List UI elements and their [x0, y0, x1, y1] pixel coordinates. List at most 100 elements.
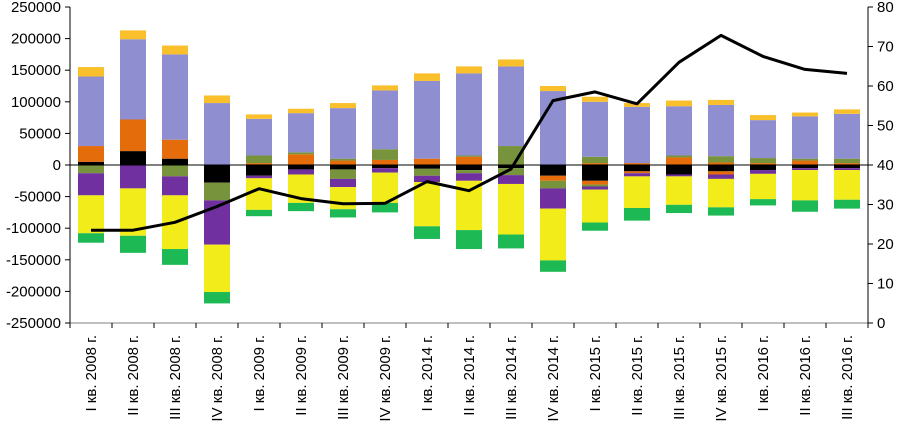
bar-segment-olive [372, 149, 398, 160]
bar-segment-olive [792, 158, 818, 161]
bar-segment-lavender [120, 39, 146, 120]
bar-segment-orange [666, 157, 692, 165]
right-tick-label: 20 [877, 236, 894, 253]
bar-segment-green [792, 200, 818, 212]
series-line [91, 33, 848, 232]
bar-segment-gold [750, 115, 776, 121]
bar-segment-orange [708, 171, 734, 175]
x-axis: I кв. 2008 г. II кв. 2008 г. III кв. 2008 … [83, 335, 856, 422]
line-layer [91, 33, 848, 232]
bar-segment-orange [456, 156, 482, 165]
bar-segment-olive [582, 156, 608, 164]
bar-segment-olive [498, 168, 524, 176]
bar-segment-black [162, 158, 188, 165]
bar-segment-lavender [750, 120, 776, 159]
bar-segment-yellow [540, 208, 566, 261]
bar-segment-lavender [246, 118, 272, 156]
bar-segment-gold [834, 109, 860, 114]
bar-segment-black [204, 165, 230, 183]
x-tick-label: III кв. 2016 г. [839, 335, 856, 420]
bar-segment-lavender [372, 90, 398, 150]
bar-segment-lavender [456, 73, 482, 156]
bar-segment-olive [708, 156, 734, 163]
bar-segment-yellow [666, 176, 692, 205]
bar-segment-lavender [792, 116, 818, 159]
right-tick-label: 40 [877, 157, 894, 174]
bar-segment-purple [708, 174, 734, 179]
bar-segment-black [246, 165, 272, 176]
bar-segment-purple [78, 173, 104, 196]
bar-segment-lavender [288, 113, 314, 153]
left-tick-label: -50000 [14, 189, 61, 206]
bar-segment-purple [372, 168, 398, 173]
right-tick-label: 70 [877, 39, 894, 56]
bar-segment-gold [456, 66, 482, 74]
bar-segment-black [834, 165, 860, 169]
left-tick-label: 50000 [19, 125, 61, 142]
left-tick-label: 100000 [11, 94, 61, 111]
bar-segment-orange [120, 119, 146, 152]
bar-segment-gold [540, 86, 566, 92]
left-tick-label: 250000 [11, 0, 61, 16]
right-tick-label: 0 [877, 315, 885, 332]
bar-segment-orange [750, 163, 776, 165]
left-axis: 250000 200000 150000 100000 50000 0 -50000 -100… [6, 0, 70, 332]
left-tick-label: -250000 [6, 315, 61, 332]
bar-segment-purple [246, 175, 272, 179]
bar-segment-purple [750, 170, 776, 174]
x-tick-label: II кв. 2009 г. [293, 335, 310, 416]
bar-segment-gold [792, 112, 818, 117]
right-tick-label: 10 [877, 276, 894, 293]
left-tick-label: -200000 [6, 283, 61, 300]
bar-segment-purple [624, 173, 650, 177]
bar-segment-gold [246, 114, 272, 119]
bar-segment-yellow [708, 178, 734, 208]
bar-segment-orange [834, 163, 860, 165]
bar-segment-olive [330, 169, 356, 179]
x-tick-label: III кв. 2014 г. [503, 335, 520, 420]
bar-segment-purple [582, 186, 608, 190]
left-tick-label: -100000 [6, 220, 61, 237]
bar-segment-green [372, 202, 398, 213]
bar-segment-yellow [414, 182, 440, 227]
bar-segment-orange [246, 163, 272, 165]
bar-segment-black [708, 165, 734, 172]
bar-segment-gold [330, 103, 356, 109]
bar-segment-yellow [582, 189, 608, 223]
bar-segment-yellow [204, 244, 230, 293]
bar-segment-black [330, 165, 356, 170]
x-tick-label: I кв. 2008 г. [83, 335, 100, 412]
left-tick-label: 0 [53, 157, 61, 174]
bar-segment-purple [666, 174, 692, 177]
bar-segment-lavender [414, 80, 440, 159]
bar-segment-purple [330, 178, 356, 188]
x-tick-label: I кв. 2014 г. [419, 335, 436, 412]
bar-segment-black [792, 165, 818, 169]
bar-segment-black [666, 165, 692, 175]
bar-segment-gold [582, 96, 608, 102]
x-tick-label: IV кв. 2015 г. [713, 335, 730, 422]
bar-segment-olive [666, 155, 692, 158]
bar-segment-gold [414, 73, 440, 81]
axes [69, 7, 869, 328]
bar-segment-orange [330, 160, 356, 165]
bar-segment-purple [792, 168, 818, 171]
bar-segment-green [204, 292, 230, 304]
bar-segment-gold [120, 30, 146, 40]
bar-segment-olive [78, 165, 104, 174]
x-tick-label: IV кв. 2008 г. [209, 335, 226, 422]
bar-segment-olive [246, 155, 272, 164]
x-tick-label: II кв. 2016 г. [797, 335, 814, 416]
bar-segment-green [624, 207, 650, 221]
bar-segment-orange [624, 171, 650, 174]
bar-segment-olive [162, 165, 188, 177]
bar-segment-green [78, 233, 104, 243]
bar-segment-black [582, 165, 608, 181]
bar-segment-yellow [624, 176, 650, 208]
bar-segment-black [288, 165, 314, 170]
bar-segment-gold [288, 108, 314, 114]
x-tick-label: I кв. 2016 г. [755, 335, 772, 412]
bar-segment-lavender [582, 101, 608, 157]
x-tick-label: III кв. 2015 г. [671, 335, 688, 420]
left-tick-label: -150000 [6, 252, 61, 269]
